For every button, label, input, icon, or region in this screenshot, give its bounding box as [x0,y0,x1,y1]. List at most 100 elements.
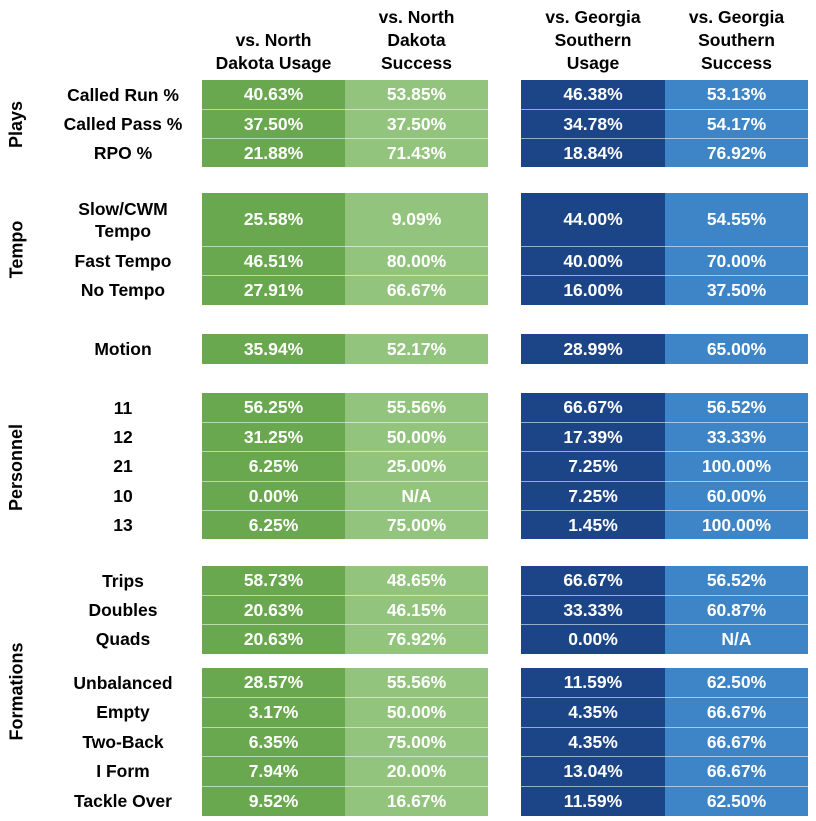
cell-gs-usage: 17.39% [521,422,665,451]
cell-gs-usage: 1.45% [521,510,665,539]
header-nd-usage-line-2: Dakota Usage [215,53,332,73]
header-gs-success-line-3: Success [700,53,772,73]
cell-gs-success: 33.33% [665,422,808,451]
row-label: 13 [113,514,133,535]
row-label: I Form [96,761,150,781]
cell-nd-success: 48.65% [345,566,488,595]
cell-gs-usage: 44.00% [521,193,665,246]
cell-gs-success: 100.00% [665,451,808,481]
row-label: Called Pass % [63,113,183,134]
row-label: Trips [102,570,144,591]
cell-nd-usage: 40.63% [202,80,345,109]
cell-gs-success: 66.67% [665,756,808,786]
group-label-personnel-text: Personnel [6,423,27,511]
header-gs-usage-line-1: vs. Georgia [545,7,641,27]
header-nd-success-line-1: vs. North [378,7,455,27]
cell-nd-success: 9.09% [345,193,488,246]
cell-nd-success: 52.17% [345,334,488,364]
cell-nd-success: 55.56% [345,668,488,697]
header-gs-success: vs. Georgia Southern Success [665,0,808,78]
row-label: 11 [113,397,133,418]
cell-gs-success: 62.50% [665,668,808,697]
cell-nd-usage: 6.35% [202,727,345,756]
cell-nd-success: 16.67% [345,786,488,816]
group-label-formations: Formations [2,566,32,816]
cell-nd-success: 46.15% [345,595,488,624]
cell-nd-usage: 25.58% [202,193,345,246]
cell-gs-success: 66.67% [665,697,808,727]
cell-gs-usage: 0.00% [521,624,665,654]
row-label: Slow/CWM Tempo [78,198,168,241]
header-nd-success: vs. North Dakota Success [345,0,488,78]
cell-gs-success: 54.55% [665,193,808,246]
cell-nd-success: 50.00% [345,422,488,451]
cell-nd-usage: 35.94% [202,334,345,364]
cell-nd-success: 75.00% [345,727,488,756]
cell-nd-usage: 0.00% [202,481,345,510]
group-label-formations-text: Formations [6,641,27,741]
row-label: Doubles [88,599,158,620]
cell-gs-usage: 13.04% [521,756,665,786]
cell-nd-success: 37.50% [345,109,488,138]
header-gs-usage: vs. Georgia Southern Usage [521,0,665,78]
row-label: Two-Back [82,731,164,752]
cell-gs-success: 60.87% [665,595,808,624]
header-nd-usage: vs. North Dakota Usage [202,0,345,78]
row-label: Fast Tempo [74,250,172,271]
cell-nd-success: 55.56% [345,393,488,422]
cell-nd-usage: 56.25% [202,393,345,422]
row-label: Tackle Over [74,791,172,811]
cell-gs-usage: 4.35% [521,697,665,727]
cell-nd-usage: 58.73% [202,566,345,595]
cell-gs-usage: 4.35% [521,727,665,756]
cell-nd-usage: 46.51% [202,246,345,275]
cell-nd-usage: 9.52% [202,786,345,816]
cell-nd-usage: 27.91% [202,275,345,305]
cell-gs-usage: 11.59% [521,668,665,697]
cell-nd-success: 50.00% [345,697,488,727]
row-label: Empty [96,702,150,722]
cell-nd-success: 75.00% [345,510,488,539]
cell-gs-usage: 40.00% [521,246,665,275]
cell-gs-usage: 66.67% [521,566,665,595]
cell-gs-success: 56.52% [665,393,808,422]
header-gs-success-line-2: Southern [698,30,775,50]
header-gs-usage-line-2: Southern [554,30,632,50]
cell-gs-usage: 28.99% [521,334,665,364]
cell-gs-success: 100.00% [665,510,808,539]
cell-nd-success: 25.00% [345,451,488,481]
cell-gs-success: 60.00% [665,481,808,510]
cell-gs-success: 65.00% [665,334,808,364]
row-label: Quads [95,629,151,649]
cell-nd-usage: 7.94% [202,756,345,786]
cell-gs-success: 62.50% [665,786,808,816]
cell-gs-usage: 7.25% [521,481,665,510]
cell-gs-usage: 11.59% [521,786,665,816]
cell-nd-usage: 3.17% [202,697,345,727]
row-label: 10 [113,485,133,506]
cell-nd-success: 66.67% [345,275,488,305]
group-label-personnel: Personnel [2,393,32,541]
cell-nd-usage: 6.25% [202,510,345,539]
cell-gs-success: 76.92% [665,138,808,167]
header-nd-success-line-3: Success [380,53,452,73]
cell-gs-success: 53.13% [665,80,808,109]
cell-gs-usage: 16.00% [521,275,665,305]
header-nd-usage-line-1: vs. North [235,30,312,50]
row-label: 21 [113,456,133,476]
cell-nd-usage: 28.57% [202,668,345,697]
group-label-plays-text: Plays [6,100,27,148]
cell-gs-success: 37.50% [665,275,808,305]
cell-gs-success: N/A [665,624,808,654]
cell-nd-success: 76.92% [345,624,488,654]
cell-gs-usage: 18.84% [521,138,665,167]
header-nd-success-line-2: Dakota [387,30,446,50]
row-label: Motion [94,339,152,359]
group-label-tempo: Tempo [2,193,32,305]
header-gs-success-line-1: vs. Georgia [688,7,785,27]
cell-gs-usage: 34.78% [521,109,665,138]
header-gs-usage-line-3: Usage [566,53,620,73]
cell-nd-usage: 20.63% [202,624,345,654]
cell-gs-success: 56.52% [665,566,808,595]
cell-nd-success: N/A [345,481,488,510]
